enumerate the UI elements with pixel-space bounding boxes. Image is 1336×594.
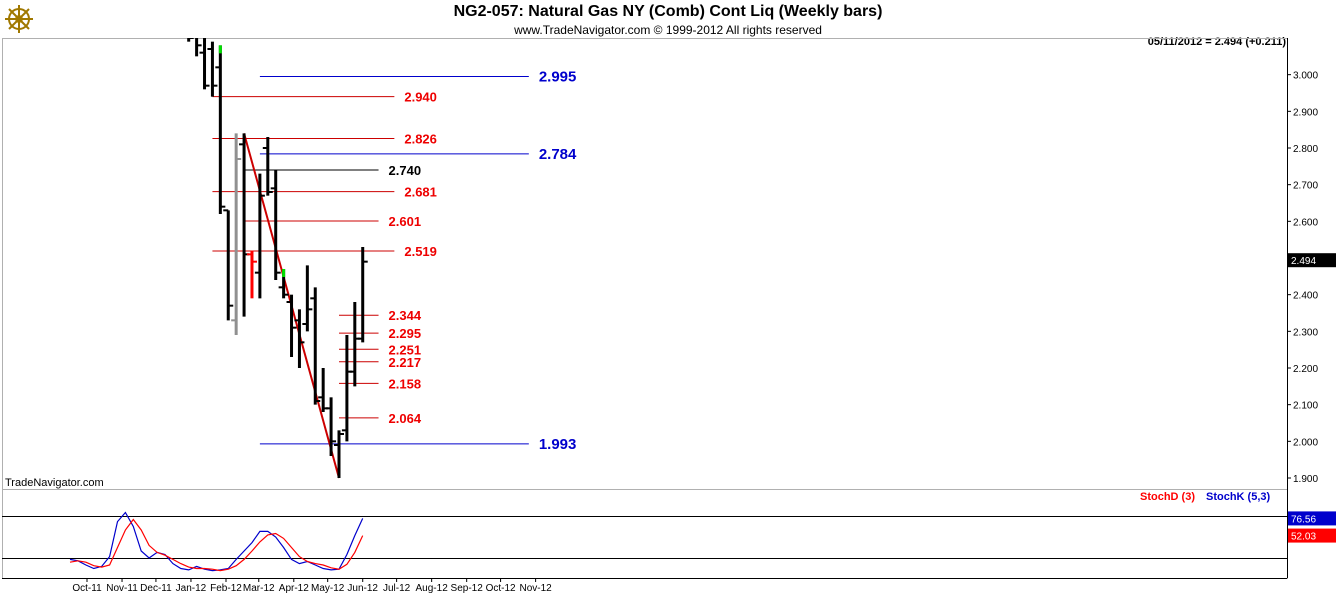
level-label: 2.601 [389, 214, 422, 229]
y-tick-label: 2.900 [1293, 107, 1318, 118]
signal-marker [282, 269, 286, 277]
level-label: 2.995 [539, 69, 577, 86]
chart-subtitle: www.TradeNavigator.com © 1999-2012 All r… [514, 23, 822, 37]
x-tick-label: May-12 [311, 583, 345, 594]
x-tick-label: Dec-11 [140, 583, 172, 594]
level-label: 2.740 [389, 163, 422, 178]
legend-stochd: StochD (3) [1140, 491, 1195, 503]
y-tick-label: 2.400 [1293, 291, 1318, 302]
y-tick-label: 2.800 [1293, 144, 1318, 155]
level-label: 2.940 [404, 90, 437, 105]
level-label: 2.519 [404, 244, 437, 259]
level-label: 2.217 [389, 355, 422, 370]
last-price-box [1288, 253, 1336, 268]
x-tick-label: Feb-12 [210, 583, 242, 594]
x-tick-label: Oct-12 [486, 583, 516, 594]
last-price-label: 2.494 [1291, 256, 1316, 267]
level-label: 2.344 [389, 308, 422, 323]
y-tick-label: 2.100 [1293, 401, 1318, 412]
y-tick-label: 3.000 [1293, 71, 1318, 82]
chart-title: NG2-057: Natural Gas NY (Comb) Cont Liq … [453, 3, 883, 20]
x-tick-label: Jul-12 [383, 583, 411, 594]
price-plot-area [187, 38, 529, 479]
watermark: TradeNavigator.com [5, 477, 104, 489]
stochd-line [69, 518, 364, 572]
y-tick-label: 2.700 [1293, 181, 1318, 192]
price-panel-frame [2, 38, 1288, 490]
level-label: 1.993 [539, 436, 577, 453]
level-label: 2.158 [389, 376, 422, 391]
level-label: 2.784 [539, 146, 577, 163]
stoch-panel-frame [2, 489, 1288, 579]
y-tick-label: 2.200 [1293, 364, 1318, 375]
level-label: 2.681 [404, 185, 437, 200]
y-tick-label: 2.600 [1293, 217, 1318, 228]
y-tick-label: 2.000 [1293, 437, 1318, 448]
y-tick-label: 2.300 [1293, 327, 1318, 338]
x-tick-label: Apr-12 [279, 583, 309, 594]
x-tick-label: Aug-12 [416, 583, 449, 594]
stochd-value-label: 52.03 [1291, 532, 1316, 543]
level-label: 2.064 [389, 411, 422, 426]
trade-navigator-logo-icon [4, 4, 34, 34]
stochk-value-label: 76.56 [1291, 514, 1316, 525]
level-label: 2.826 [404, 131, 437, 146]
y-tick-label: 1.900 [1293, 474, 1318, 485]
stochk-value-box [1288, 511, 1336, 526]
signal-marker [218, 45, 222, 54]
x-tick-label: Nov-12 [519, 583, 552, 594]
x-tick-label: Mar-12 [243, 583, 275, 594]
stochd-value-box [1288, 528, 1336, 543]
x-tick-label: Nov-11 [106, 583, 138, 594]
legend-stochk: StochK (5,3) [1206, 491, 1271, 503]
x-tick-label: Jun-12 [347, 583, 378, 594]
stochk-line [69, 511, 364, 572]
x-tick-label: Oct-11 [72, 583, 102, 594]
x-tick-label: Sep-12 [451, 583, 484, 594]
level-label: 2.295 [389, 326, 422, 341]
x-tick-label: Jan-12 [176, 583, 207, 594]
level-label: 2.251 [389, 342, 422, 357]
